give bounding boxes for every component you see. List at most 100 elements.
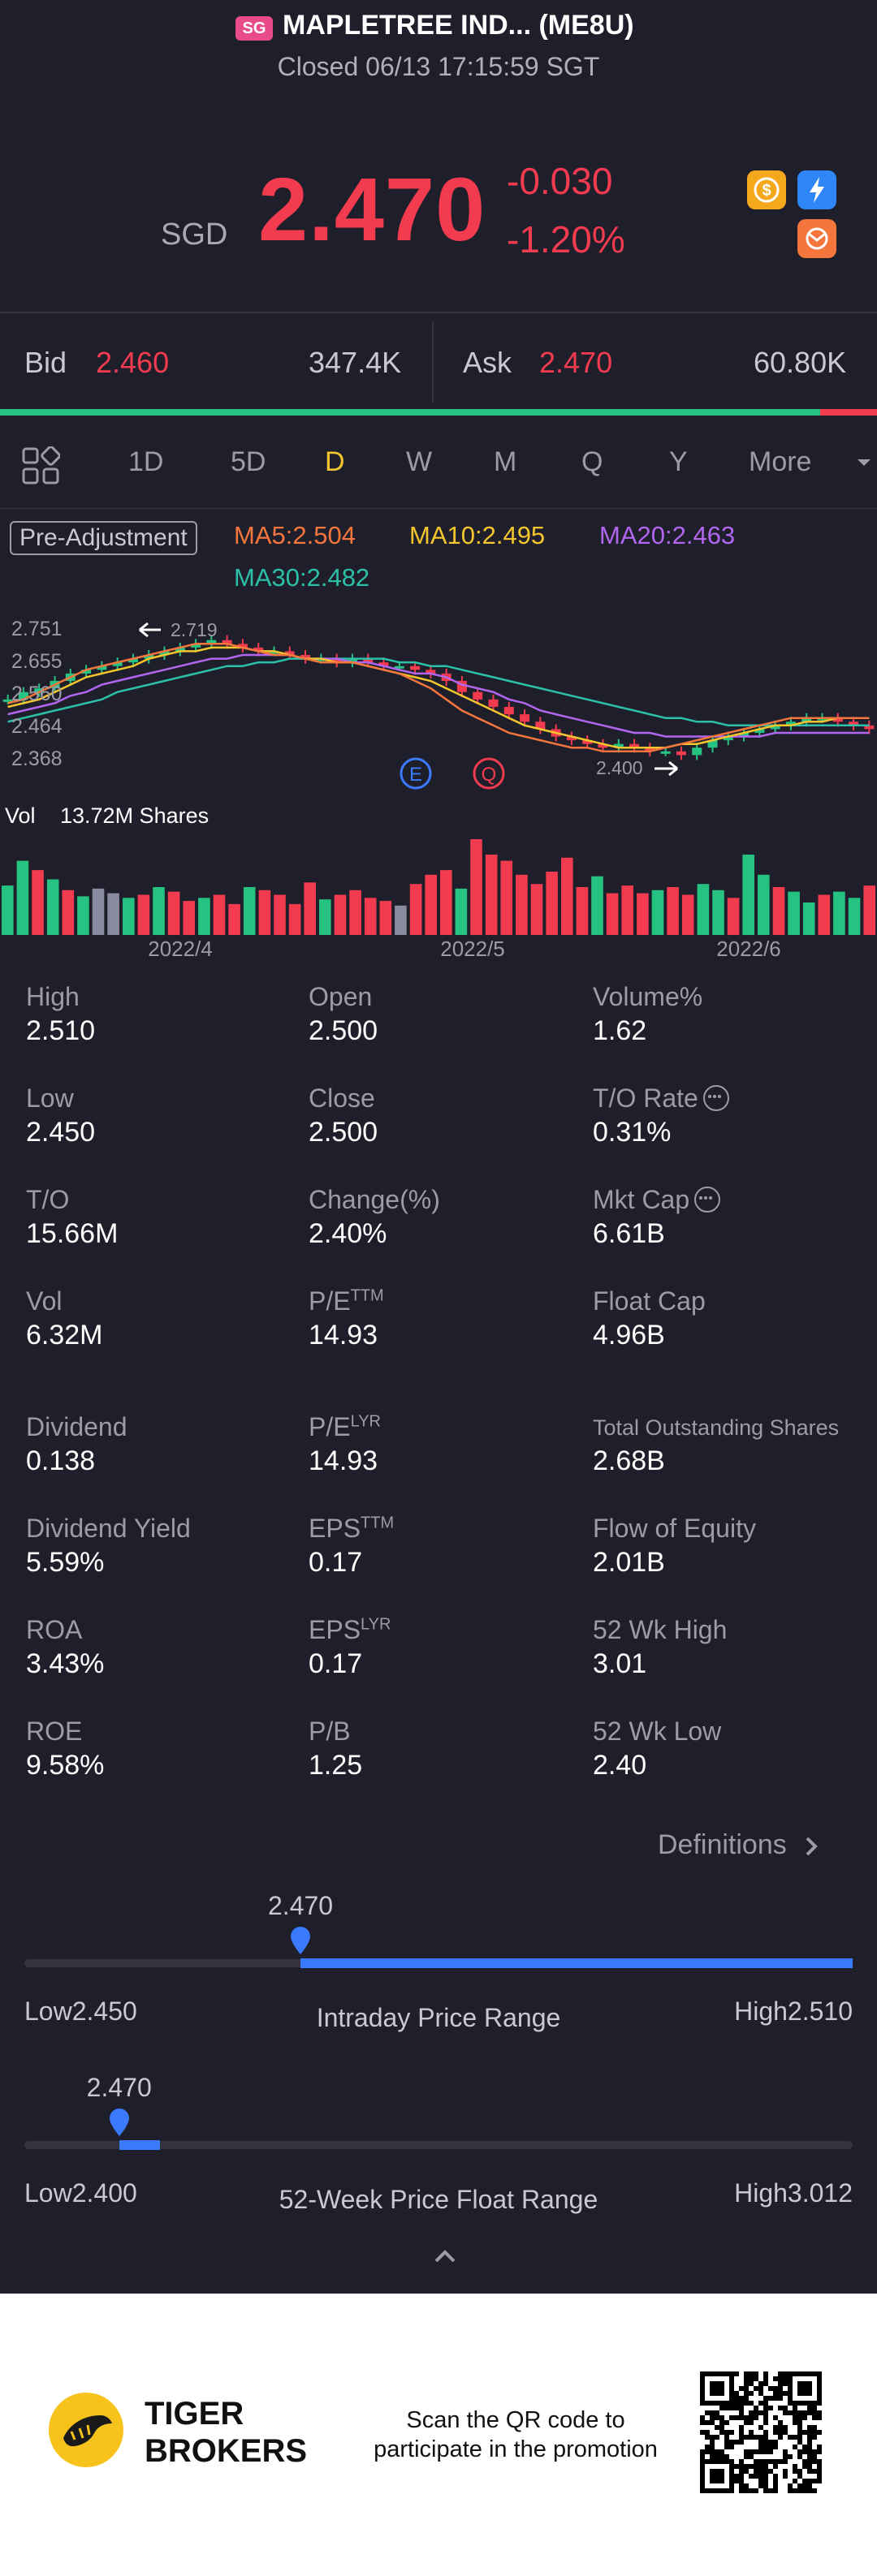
qr-module [797, 2420, 802, 2425]
qr-code[interactable] [700, 2371, 822, 2493]
qr-module [724, 2430, 729, 2435]
volume-label: Vol [5, 803, 36, 828]
tab-y[interactable]: Y [669, 446, 688, 477]
stat-cell: Low 2.450 [26, 1083, 302, 1148]
promo-footer: TIGER BROKERS Scan the QR code to partic… [0, 2294, 877, 2576]
map-pin-icon [108, 2109, 131, 2142]
qr-module [773, 2464, 778, 2469]
arrow-left-icon [139, 622, 161, 638]
qr-module [749, 2488, 754, 2493]
stat-value: 2.40 [593, 1750, 647, 1781]
ma10-value: MA10:2.495 [409, 521, 546, 549]
candle [488, 699, 499, 707]
layout-grid-icon[interactable] [21, 446, 61, 485]
qr-module [802, 2410, 807, 2415]
flash-icon[interactable] [797, 170, 836, 209]
stock-title[interactable]: MAPLETREE IND... (ME8U) [283, 10, 634, 41]
volume-bar [364, 898, 377, 935]
tab-5d[interactable]: 5D [231, 446, 266, 477]
candle [520, 714, 530, 722]
tab-q[interactable]: Q [581, 446, 603, 477]
definitions-link[interactable]: Definitions [658, 1829, 822, 1861]
qr-module [768, 2386, 773, 2391]
stat-label-text: ROA [26, 1615, 83, 1644]
stat-label: ROA [26, 1615, 302, 1645]
tab-m[interactable]: M [494, 446, 517, 477]
volume-bar [576, 887, 589, 935]
qr-module [705, 2420, 710, 2425]
info-icon[interactable] [694, 1186, 721, 1213]
volume-bar [863, 885, 875, 935]
qr-module [758, 2425, 763, 2430]
stat-value: 15.66M [26, 1218, 119, 1249]
qr-module [797, 2440, 802, 2445]
candle [785, 722, 796, 726]
candle [175, 647, 185, 652]
qr-module [788, 2410, 793, 2415]
qr-module [734, 2479, 739, 2483]
volume-bar [606, 893, 619, 935]
52-week-current-value: 2.470 [86, 2073, 152, 2102]
qr-module [763, 2459, 768, 2464]
qr-module [763, 2371, 768, 2376]
tab-1d[interactable]: 1D [128, 446, 164, 477]
stat-value: 1.25 [309, 1750, 363, 1781]
52-week-low: Low2.400 [24, 2178, 137, 2208]
stat-label: High [26, 982, 302, 1012]
chevron-up-icon[interactable] [434, 2248, 456, 2268]
intraday-current-value: 2.470 [268, 1891, 334, 1920]
stat-cell: Mkt Cap 6.61B [593, 1185, 869, 1250]
info-icon[interactable] [702, 1084, 729, 1111]
pre-adjustment-toggle[interactable]: Pre-Adjustment [10, 521, 197, 555]
qr-module [749, 2420, 754, 2425]
qr-module [715, 2454, 719, 2459]
qr-module [749, 2454, 754, 2459]
event-marker-e[interactable]: E [400, 757, 432, 790]
candle [849, 722, 859, 726]
price-chart[interactable]: 2.751 2.655 2.560 2.464 2.368 2.719 2.40… [0, 601, 877, 941]
candle [81, 670, 92, 674]
bid-size: 347.4K [309, 346, 402, 379]
candle [754, 729, 765, 733]
sync-icon[interactable] [797, 219, 836, 258]
qr-module [744, 2483, 749, 2488]
volume-bar [319, 899, 331, 935]
tab-more[interactable]: More [749, 446, 812, 477]
volume-bar [681, 894, 694, 935]
stat-value: 0.17 [309, 1547, 363, 1578]
52-week-range-track [24, 2141, 853, 2149]
qr-module [807, 2469, 812, 2474]
qr-module [783, 2425, 788, 2430]
candle [770, 725, 780, 730]
qr-module [724, 2435, 729, 2440]
qr-module [793, 2410, 797, 2415]
price-chart-svg: 2.751 2.655 2.560 2.464 2.368 2.719 2.40… [2, 618, 875, 935]
qr-module [797, 2449, 802, 2454]
event-marker-q-label: Q [482, 764, 497, 786]
qr-module [763, 2415, 768, 2420]
stat-value: 6.61B [593, 1218, 665, 1249]
volume-bar [243, 887, 256, 935]
candle [284, 651, 295, 656]
candle [300, 655, 311, 659]
stat-label: Dividend Yield [26, 1514, 302, 1544]
qr-module [719, 2420, 724, 2425]
qr-module [719, 2425, 724, 2430]
stat-label: Flow of Equity [593, 1514, 869, 1544]
qr-module [758, 2440, 763, 2445]
qr-module [783, 2410, 788, 2415]
chevron-down-icon[interactable] [856, 456, 872, 473]
dollar-icon[interactable]: $ [747, 170, 786, 209]
event-marker-q[interactable]: Q [473, 757, 505, 790]
qr-module [773, 2391, 778, 2396]
tab-d[interactable]: D [325, 446, 345, 477]
qr-module [744, 2401, 749, 2406]
qr-module [807, 2488, 812, 2493]
qr-module [788, 2454, 793, 2459]
intraday-price-range: 2.470 Low2.450 Intraday Price Range High… [0, 1883, 877, 2045]
52-week-high: High3.012 [734, 2178, 853, 2208]
qr-module [749, 2464, 754, 2469]
qr-module [744, 2376, 749, 2381]
tab-w[interactable]: W [406, 446, 433, 477]
stat-value: 14.93 [309, 1320, 378, 1350]
